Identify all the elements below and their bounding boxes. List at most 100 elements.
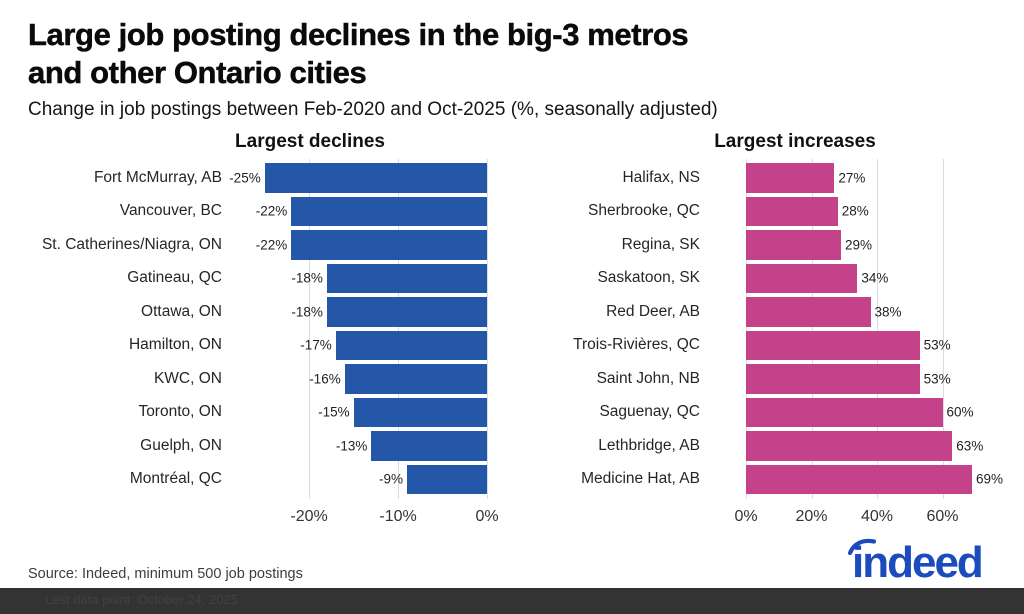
gridline (309, 159, 311, 499)
axis-tick-label: -10% (379, 508, 417, 525)
gridline (811, 159, 813, 499)
plot-cell: 63% (746, 429, 990, 463)
chart-row: Ottawa, ON -18% (0, 295, 487, 329)
chart-row: Regina, SK 29% (520, 228, 990, 262)
bar (353, 397, 487, 427)
value-label: -16% (309, 371, 341, 387)
label-plot-gap (700, 362, 746, 396)
bar (291, 196, 487, 226)
category-label: Saint John, NB (596, 369, 700, 387)
label-plot-gap (700, 295, 746, 329)
plot-cell: 53% (746, 329, 990, 363)
plot-cell: -17% (262, 329, 487, 363)
value-label: -22% (255, 237, 288, 253)
category-label: St. Catherines/Niagra, ON (41, 235, 222, 253)
gridline (942, 159, 944, 499)
bar (746, 464, 972, 494)
chart-row: Toronto, ON -15% (0, 396, 487, 430)
gridline (746, 159, 747, 499)
plot-cell: -18% (262, 295, 487, 329)
bar (746, 397, 943, 427)
value-label: -22% (255, 203, 288, 219)
label-plot-gap (700, 161, 746, 195)
plot-cell: 53% (746, 362, 990, 396)
chart-row: Fort McMurray, AB -25% (0, 161, 487, 195)
label-plot-gap (700, 228, 746, 262)
label-plot-gap (700, 429, 746, 463)
category-label: Hamilton, ON (128, 336, 222, 354)
plot-cell: 29% (746, 228, 990, 262)
category-label: Ottawa, ON (141, 302, 222, 320)
plot-cell: -22% (256, 228, 487, 262)
plot-cell: 34% (746, 262, 990, 296)
source-note: Source: Indeed, minimum 500 job postings (28, 566, 303, 582)
label-plot-gap (700, 396, 746, 430)
value-label: 69% (976, 471, 1004, 487)
bar (746, 163, 835, 193)
plot-cell: 27% (746, 161, 990, 195)
axis-tick-label: 0% (475, 508, 499, 525)
value-label: 34% (861, 270, 889, 286)
value-label: 38% (874, 304, 902, 320)
figure-subtitle: Change in job postings between Feb-2020 … (28, 99, 718, 120)
bar (291, 230, 487, 260)
value-label: -15% (318, 404, 350, 420)
value-label: 29% (845, 237, 873, 253)
chart-row: Vancouver, BC -22% (0, 195, 487, 229)
value-label: -17% (300, 337, 332, 353)
bar (746, 230, 841, 260)
value-label: -25% (229, 170, 261, 186)
category-label: Gatineau, QC (127, 269, 222, 287)
gridline-layer (262, 159, 488, 499)
value-label: 63% (956, 438, 984, 454)
chart-row: Guelph, ON -13% (0, 429, 487, 463)
plot-cell: -9% (262, 463, 487, 497)
label-plot-gap (700, 463, 746, 497)
plot-cell: 69% (746, 463, 1003, 497)
bar (344, 364, 487, 394)
bar (746, 263, 858, 293)
chart-row: Lethbridge, AB 63% (520, 429, 990, 463)
category-label: Trois-Rivières, QC (573, 336, 700, 354)
value-label: -13% (335, 438, 368, 454)
chart-row: Saskatoon, SK 34% (520, 262, 990, 296)
chart-row: Sherbrooke, QC 28% (520, 195, 990, 229)
plot-cell: -18% (262, 262, 487, 296)
bar (746, 297, 871, 327)
figure-title-line1: Large job posting declines in the big-3 … (28, 17, 689, 52)
axis-tick-label: 40% (860, 508, 894, 525)
label-plot-gap (222, 463, 262, 497)
category-label: Halifax, NS (622, 168, 700, 186)
label-plot-gap (700, 262, 746, 296)
category-label: Saguenay, QC (599, 403, 700, 421)
gridline (398, 159, 400, 499)
footer-bar: Last data point: October 24, 2025 (0, 588, 1024, 614)
label-plot-gap (222, 295, 262, 329)
plot-cell: -13% (262, 429, 487, 463)
logo-text: indeed (852, 538, 984, 587)
bar (264, 163, 487, 193)
label-plot-gap (222, 429, 262, 463)
plot-cell: -22% (256, 195, 487, 229)
category-label: Regina, SK (621, 235, 700, 253)
bar (746, 196, 838, 226)
category-label: Medicine Hat, AB (581, 470, 700, 488)
chart-row: Saint John, NB 53% (520, 362, 990, 396)
plot-cell: -25% (229, 161, 487, 195)
category-label: Vancouver, BC (119, 202, 222, 220)
value-label: -18% (291, 270, 323, 286)
label-plot-gap (222, 362, 262, 396)
category-label: Toronto, ON (138, 403, 222, 421)
category-label: Lethbridge, AB (598, 436, 700, 454)
value-label: 53% (923, 337, 951, 353)
value-label: 60% (946, 404, 974, 420)
label-plot-gap (700, 195, 746, 229)
value-label: 27% (838, 170, 866, 186)
gridline (877, 159, 878, 499)
category-label: Saskatoon, SK (597, 269, 700, 287)
chart-row: Medicine Hat, AB 69% (520, 463, 1003, 497)
bar (326, 263, 487, 293)
bar (746, 330, 920, 360)
chart-row: Montréal, QC -9% (0, 463, 487, 497)
chart-row: St. Catherines/Niagra, ON -22% (0, 228, 487, 262)
